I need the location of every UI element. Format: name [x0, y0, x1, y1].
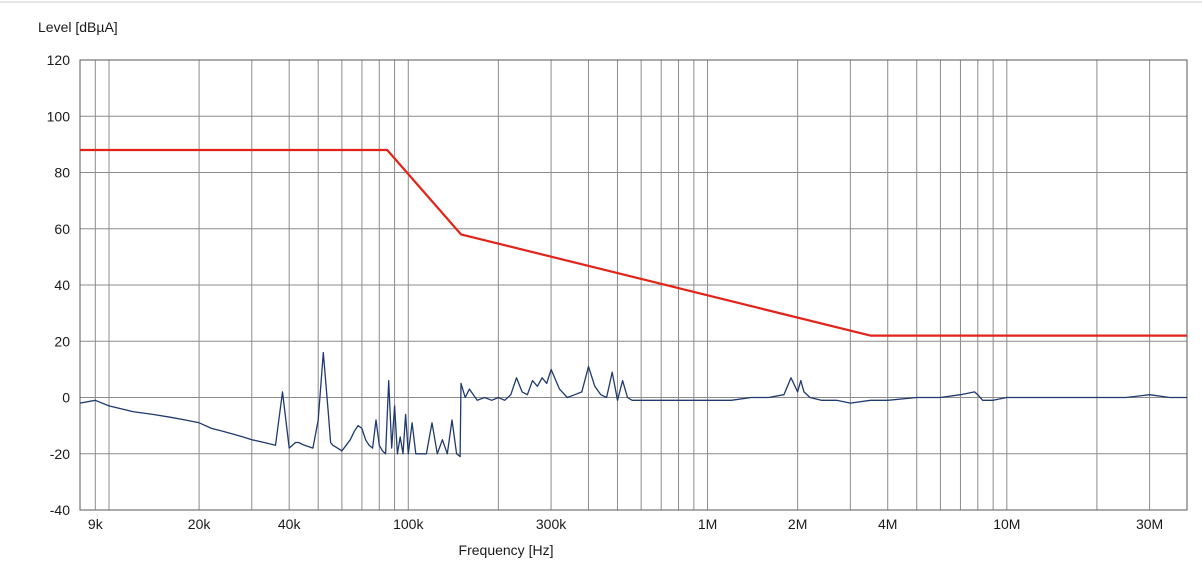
- y-tick-label: 60: [54, 221, 70, 237]
- x-tick-label: 10M: [993, 516, 1020, 532]
- label-layer: -40 -20 0 20 40 60 80 100 120 9k 20k 40k 100k 300k 1M 2…: [47, 52, 1164, 532]
- y-tick-label: -20: [50, 446, 70, 462]
- plot-frame: [79, 59, 1188, 511]
- x-axis-title: Frequency [Hz]: [459, 542, 554, 558]
- x-tick-label: 2M: [788, 516, 807, 532]
- x-tick-label: 40k: [278, 516, 302, 532]
- y-tick-label: -40: [50, 502, 70, 518]
- x-tick-label: 20k: [188, 516, 212, 532]
- grid-layer: [79, 59, 1188, 511]
- y-tick-label: 40: [54, 277, 70, 293]
- x-tick-label: 4M: [878, 516, 897, 532]
- measurement-series: [79, 351, 1187, 458]
- x-tick-label: 1M: [698, 516, 717, 532]
- y-tick-label: 80: [54, 165, 70, 181]
- series-layer: [79, 148, 1187, 458]
- x-tick-label: 9k: [88, 516, 104, 532]
- y-axis-title: Level [dBµA]: [38, 19, 118, 35]
- x-tick-label: 100k: [393, 516, 424, 532]
- x-tick-label: 300k: [536, 516, 567, 532]
- x-tick-label: 30M: [1136, 516, 1163, 532]
- y-tick-label: 120: [47, 52, 71, 68]
- limit-line-series: [80, 148, 1187, 337]
- y-tick-label: 100: [47, 108, 71, 124]
- y-tick-label: 0: [62, 390, 70, 406]
- y-tick-label: 20: [54, 333, 70, 349]
